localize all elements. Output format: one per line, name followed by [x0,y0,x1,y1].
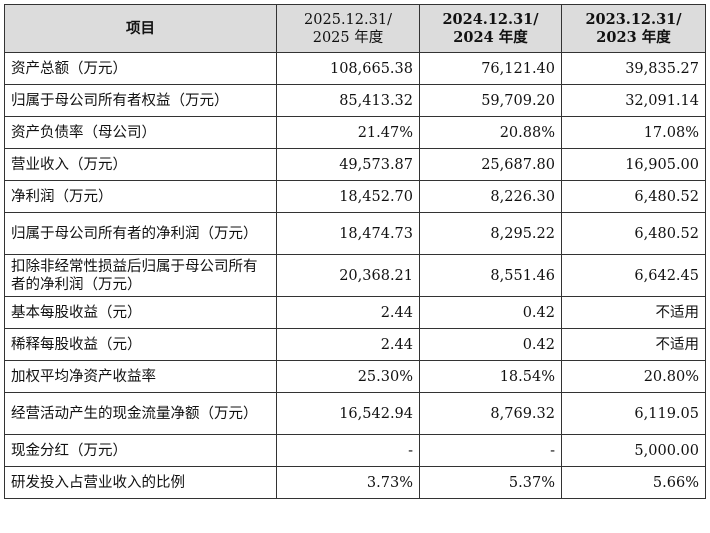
cell-2024: 5.37% [419,466,562,499]
row-label: 归属于母公司所有者权益（万元） [4,84,277,117]
cell-2023: 16,905.00 [561,148,706,181]
row-label: 营业收入（万元） [4,148,277,181]
header-2025: 2025.12.31/ 2025 年度 [276,4,420,53]
header-2025-line2: 2025 年度 [312,29,384,46]
row-label: 资产总额（万元） [4,52,277,85]
table-row: 资产负债率（母公司） 21.47% 20.88% 17.08% [4,116,706,149]
cell-2024: 8,226.30 [419,180,562,213]
table-row: 加权平均净资产收益率 25.30% 18.54% 20.80% [4,360,706,393]
financial-indicators-table: 项目 2025.12.31/ 2025 年度 2024.12.31/ 2024 … [4,4,706,499]
cell-2025: - [276,434,420,467]
table-row: 研发投入占营业收入的比例 3.73% 5.37% 5.66% [4,466,706,499]
cell-2023: 6,480.52 [561,212,706,255]
cell-2025: 25.30% [276,360,420,393]
cell-2023: 32,091.14 [561,84,706,117]
row-label: 资产负债率（母公司） [4,116,277,149]
row-label: 净利润（万元） [4,180,277,213]
cell-2024: 20.88% [419,116,562,149]
cell-2025: 16,542.94 [276,392,420,435]
table-row: 基本每股收益（元） 2.44 0.42 不适用 [4,296,706,329]
table-header-row: 项目 2025.12.31/ 2025 年度 2024.12.31/ 2024 … [4,4,706,53]
row-label: 研发投入占营业收入的比例 [4,466,277,499]
cell-2024: 8,551.46 [419,254,562,297]
cell-2023: 39,835.27 [561,52,706,85]
cell-2023: 5.66% [561,466,706,499]
cell-2025: 49,573.87 [276,148,420,181]
cell-2025: 21.47% [276,116,420,149]
cell-2023: 17.08% [561,116,706,149]
cell-2025: 18,474.73 [276,212,420,255]
cell-2024: - [419,434,562,467]
header-2025-line1: 2025.12.31/ [304,11,392,28]
table-row: 归属于母公司所有者的净利润（万元） 18,474.73 8,295.22 6,4… [4,212,706,255]
table-row: 现金分红（万元） - - 5,000.00 [4,434,706,467]
cell-2025: 108,665.38 [276,52,420,85]
table-row: 净利润（万元） 18,452.70 8,226.30 6,480.52 [4,180,706,213]
cell-2024: 8,769.32 [419,392,562,435]
cell-2024: 59,709.20 [419,84,562,117]
row-label: 归属于母公司所有者的净利润（万元） [4,212,277,255]
row-label: 加权平均净资产收益率 [4,360,277,393]
table-row: 资产总额（万元） 108,665.38 76,121.40 39,835.27 [4,52,706,85]
table-row: 稀释每股收益（元） 2.44 0.42 不适用 [4,328,706,361]
cell-2025: 18,452.70 [276,180,420,213]
table-row: 营业收入（万元） 49,573.87 25,687.80 16,905.00 [4,148,706,181]
header-2024-line2: 2024 年度 [453,28,528,46]
row-label: 经营活动产生的现金流量净额（万元） [4,392,277,435]
row-label: 稀释每股收益（元） [4,328,277,361]
header-item: 项目 [4,4,277,53]
cell-2025: 20,368.21 [276,254,420,297]
header-2024: 2024.12.31/ 2024 年度 [419,4,562,53]
cell-2023: 6,642.45 [561,254,706,297]
header-2024-line1: 2024.12.31/ [442,10,539,28]
cell-2023: 5,000.00 [561,434,706,467]
table-row: 扣除非经常性损益后归属于母公司所有者的净利润（万元） 20,368.21 8,5… [4,254,706,297]
cell-2024: 0.42 [419,328,562,361]
cell-2023: 不适用 [561,328,706,361]
cell-2024: 0.42 [419,296,562,329]
cell-2023: 6,480.52 [561,180,706,213]
cell-2025: 2.44 [276,328,420,361]
cell-2023: 6,119.05 [561,392,706,435]
cell-2023: 不适用 [561,296,706,329]
table-row: 归属于母公司所有者权益（万元） 85,413.32 59,709.20 32,0… [4,84,706,117]
cell-2025: 85,413.32 [276,84,420,117]
header-2023-line1: 2023.12.31/ [585,10,682,28]
cell-2023: 20.80% [561,360,706,393]
cell-2025: 3.73% [276,466,420,499]
row-label: 现金分红（万元） [4,434,277,467]
cell-2024: 18.54% [419,360,562,393]
cell-2025: 2.44 [276,296,420,329]
row-label: 基本每股收益（元） [4,296,277,329]
row-label: 扣除非经常性损益后归属于母公司所有者的净利润（万元） [4,254,277,297]
table-row: 经营活动产生的现金流量净额（万元） 16,542.94 8,769.32 6,1… [4,392,706,435]
cell-2024: 8,295.22 [419,212,562,255]
header-2023-line2: 2023 年度 [596,28,671,46]
cell-2024: 25,687.80 [419,148,562,181]
cell-2024: 76,121.40 [419,52,562,85]
header-2023: 2023.12.31/ 2023 年度 [561,4,706,53]
